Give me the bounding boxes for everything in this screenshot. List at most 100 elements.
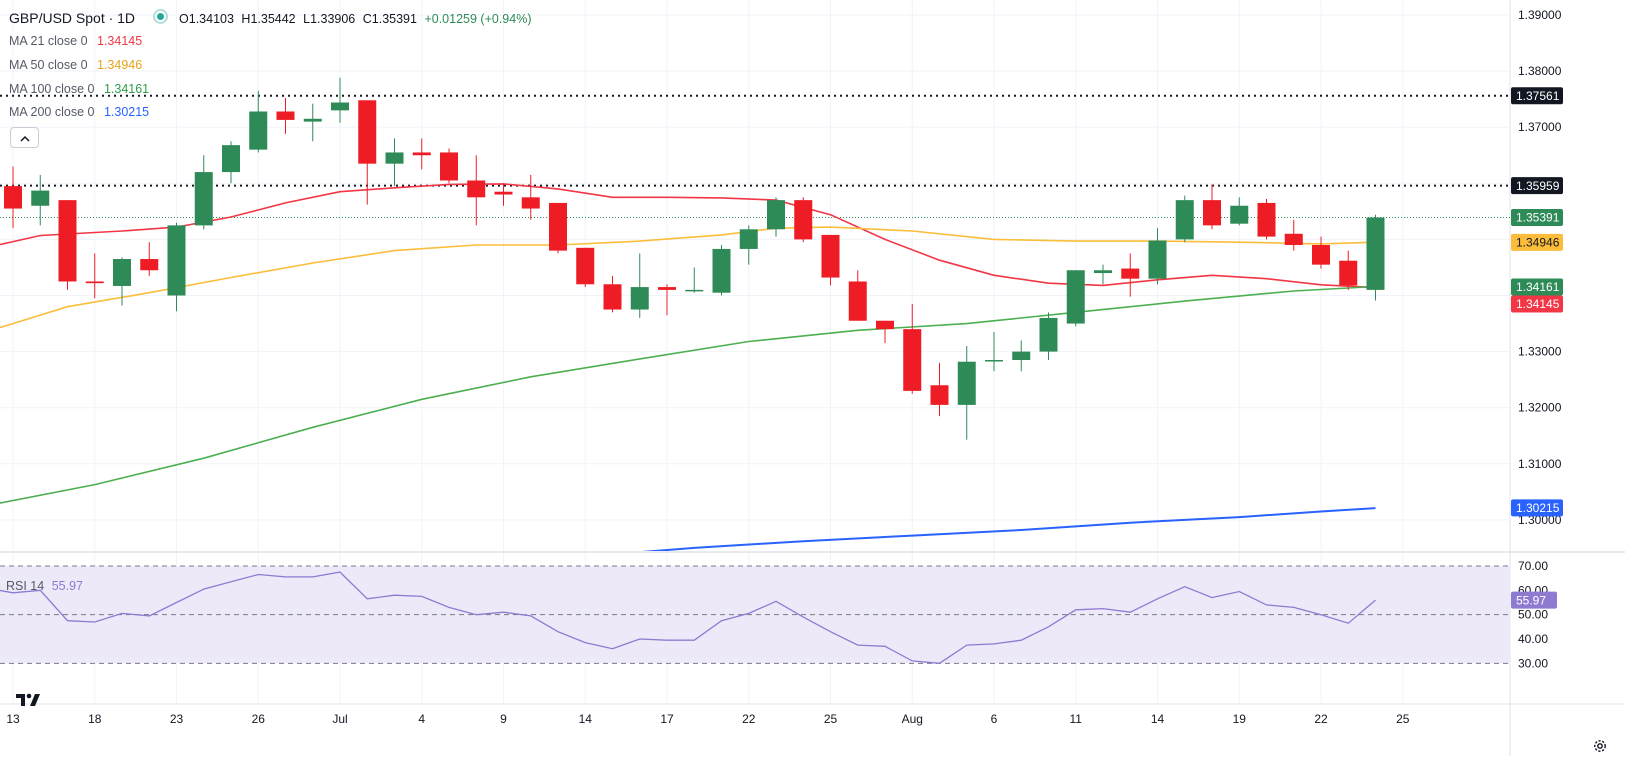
candle: [1230, 197, 1249, 226]
candle: [167, 222, 186, 312]
candle-body: [603, 284, 622, 310]
candle: [794, 197, 813, 243]
candle: [85, 253, 104, 299]
candle: [1203, 184, 1221, 230]
candle-body: [1312, 245, 1330, 265]
candle-body: [1284, 233, 1303, 246]
price-tick-label: 1.32000: [1518, 401, 1562, 415]
candle-body: [1366, 217, 1385, 290]
price-tag: 1.34946: [1511, 233, 1563, 251]
candle: [467, 155, 486, 226]
candle-body: [1094, 270, 1112, 274]
price-tag: 1.35959: [1511, 177, 1563, 195]
chevron-up-icon: [19, 129, 30, 147]
candle-body: [658, 287, 676, 290]
rsi-label: RSI 14: [6, 579, 45, 593]
candle-body: [794, 200, 813, 240]
candle: [194, 155, 213, 230]
candle-body: [167, 225, 186, 296]
price-tag-bg: [1511, 295, 1563, 313]
candle: [1066, 270, 1085, 327]
tradingview-logo-icon[interactable]: [14, 688, 44, 712]
candle-body: [249, 111, 268, 150]
rsi-line: [0, 571, 1376, 664]
time-tick-label: 22: [1314, 712, 1328, 726]
price-tick-label: 1.30000: [1518, 513, 1562, 527]
collapse-legend-button[interactable]: [10, 127, 39, 148]
ohlc-open: O1.34103: [179, 12, 234, 26]
candle: [1012, 340, 1031, 372]
time-tick-label: 11: [1070, 712, 1083, 726]
time-tick-label: 13: [6, 712, 20, 726]
ma100-legend[interactable]: MA 100 close 0 1.34161: [9, 81, 149, 97]
price-tag-label: 1.34145: [1516, 297, 1560, 311]
time-tick-label: 25: [824, 712, 838, 726]
candle-body: [848, 281, 867, 321]
price-tick-label: 1.38000: [1518, 64, 1562, 78]
candle: [903, 303, 922, 394]
rsi-tag-label: 55.97: [1516, 593, 1546, 607]
candle: [1284, 219, 1303, 251]
time-tick-label: 4: [418, 712, 425, 726]
candle: [331, 77, 349, 123]
price-axis: 1.390001.380001.370001.360001.350001.340…: [1511, 8, 1563, 527]
rsi-legend[interactable]: RSI 14 55.97: [6, 579, 83, 593]
candle-body: [58, 200, 77, 282]
candle-body: [521, 197, 540, 209]
ohlc-high: H1.35442: [241, 12, 296, 26]
candle-body: [1039, 317, 1058, 352]
candle: [140, 242, 159, 276]
candle-body: [767, 200, 785, 230]
time-tick-label: Aug: [902, 712, 923, 726]
price-tag-label: 1.34946: [1516, 236, 1560, 250]
price-tag-label: 1.37561: [1516, 89, 1560, 103]
rsi-band: [0, 566, 1510, 664]
price-tag-bg: [1511, 177, 1563, 195]
price-tag-bg: [1511, 499, 1563, 517]
settings-gear-icon[interactable]: [1592, 738, 1608, 754]
price-tag-label: 1.30215: [1516, 501, 1560, 515]
candle: [440, 148, 458, 184]
time-tick-label: 22: [742, 712, 756, 726]
price-tag: 1.34161: [1511, 278, 1563, 296]
time-tick-label: 26: [252, 712, 266, 726]
ma50-value: 1.34946: [97, 58, 143, 72]
time-tick-label: 14: [1151, 712, 1165, 726]
candle: [957, 345, 976, 440]
candle-body: [222, 145, 240, 173]
ma200-legend[interactable]: MA 200 close 0 1.30215: [9, 104, 149, 120]
price-tag-bg: [1511, 233, 1563, 251]
candle: [276, 98, 295, 134]
candle-body: [930, 385, 949, 405]
candle-body: [1230, 205, 1249, 224]
candle-body: [1148, 240, 1167, 279]
candle-body: [1175, 200, 1194, 240]
symbol-header: GBP/USD Spot · 1D O1.34103 H1.35442 L1.3…: [9, 8, 531, 27]
candle-body: [957, 361, 976, 405]
rsi-tick-label: 30.00: [1518, 656, 1548, 670]
ma50-label: MA 50 close 0: [9, 58, 88, 72]
candle: [358, 100, 377, 205]
candle: [549, 202, 567, 254]
candle-body: [821, 234, 840, 278]
time-tick-label: 6: [991, 712, 998, 726]
ma100-value: 1.34161: [103, 82, 150, 96]
symbol-title[interactable]: GBP/USD Spot · 1D: [9, 10, 136, 26]
candle-body: [358, 100, 377, 164]
price-tag: 1.35391: [1511, 208, 1563, 226]
ma21-legend[interactable]: MA 21 close 0 1.34145: [9, 33, 142, 49]
candle: [31, 174, 50, 226]
candle-body: [630, 287, 649, 310]
candle: [685, 267, 704, 293]
candle-body: [440, 152, 458, 181]
market-status-dot: [152, 9, 168, 24]
ma50-legend[interactable]: MA 50 close 0 1.34946: [9, 57, 142, 73]
rsi-tick-label: 70.00: [1518, 559, 1548, 573]
time-tick-label: 18: [88, 712, 102, 726]
price-tag-bg: [1511, 87, 1563, 105]
candle-body: [876, 320, 894, 330]
candle-body: [985, 360, 1003, 362]
price-tick-label: 1.33000: [1518, 345, 1562, 359]
